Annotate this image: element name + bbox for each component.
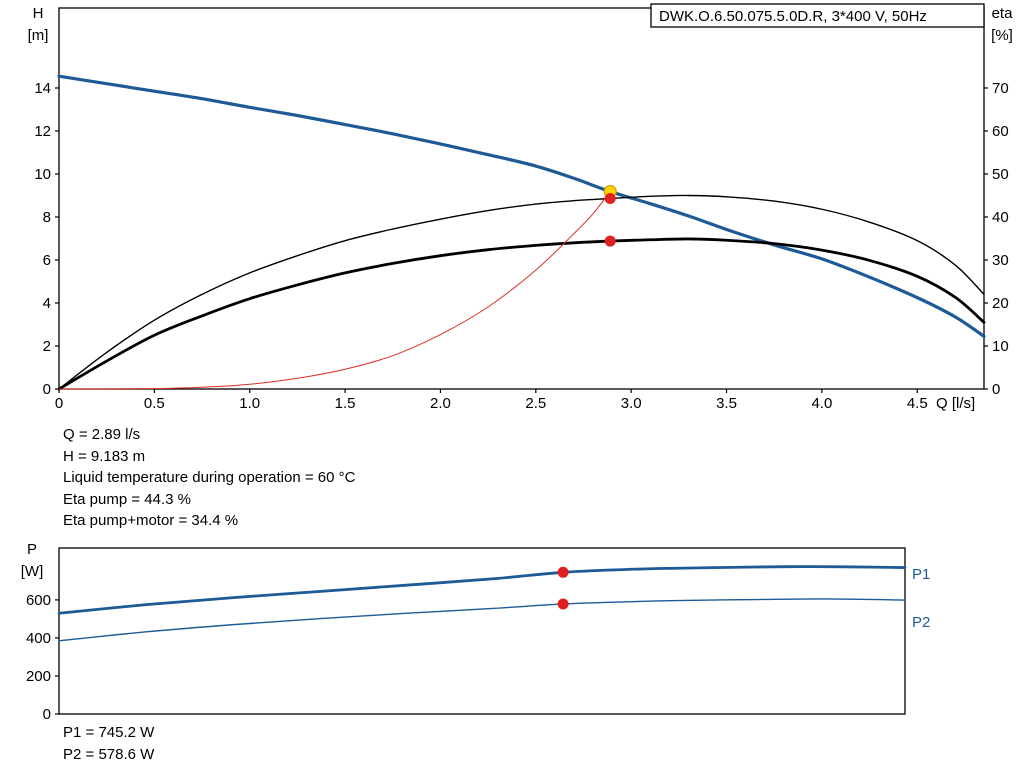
pump-head-curve xyxy=(57,74,986,338)
svg-text:0: 0 xyxy=(55,395,63,412)
p2-curve xyxy=(58,598,906,642)
eta-pump-curve xyxy=(58,194,985,390)
power-values: P1 = 745.2 W P2 = 578.6 W xyxy=(63,722,154,765)
svg-text:600: 600 xyxy=(26,592,51,609)
duty-point-p1 xyxy=(557,566,569,578)
svg-text:4.0: 4.0 xyxy=(811,395,832,412)
svg-text:2.0: 2.0 xyxy=(430,395,451,412)
svg-text:30: 30 xyxy=(992,252,1009,269)
axis-label: [W] xyxy=(21,563,44,580)
svg-text:0.5: 0.5 xyxy=(144,395,165,412)
system-duty-curve xyxy=(58,191,611,390)
p1-curve xyxy=(57,565,907,615)
annotation-head: H = 9.183 m xyxy=(63,447,146,465)
annotation-eta-pump-motor: Eta pump+motor = 34.4 % xyxy=(63,512,239,529)
axis-label: P xyxy=(27,541,37,558)
annotation-p2: P2 = 578.6 W xyxy=(63,745,155,763)
svg-text:10: 10 xyxy=(992,338,1009,355)
axis-label: [m] xyxy=(28,27,49,44)
svg-text:20: 20 xyxy=(992,295,1009,312)
annotation-temperature: Liquid temperature during operation = 60… xyxy=(63,469,356,486)
svg-text:4.5: 4.5 xyxy=(907,395,928,412)
svg-text:4: 4 xyxy=(43,295,51,312)
svg-text:12: 12 xyxy=(34,123,51,140)
svg-text:6: 6 xyxy=(43,252,51,269)
svg-text:3.0: 3.0 xyxy=(621,395,642,412)
annotation-p1: P1 = 745.2 W xyxy=(63,724,155,741)
power-chart: 0 200 400 600 P [W] P1 P2 xyxy=(21,541,931,723)
axis-label: H xyxy=(33,5,44,22)
duty-point-eta-pump xyxy=(604,193,616,204)
svg-text:400: 400 xyxy=(26,630,51,647)
axis-label: P1 xyxy=(912,566,930,583)
svg-text:0: 0 xyxy=(992,381,1000,398)
duty-point-details: Q = 2.89 l/s H = 9.183 m Liquid temperat… xyxy=(63,424,355,532)
annotation-flow: Q = 2.89 l/s xyxy=(63,426,141,443)
svg-text:0: 0 xyxy=(43,381,51,398)
axis-label: [%] xyxy=(991,27,1013,44)
annotation-eta-pump: Eta pump = 44.3 % xyxy=(63,490,191,508)
axis-label: eta xyxy=(992,5,1014,22)
svg-text:14: 14 xyxy=(34,80,51,97)
svg-text:200: 200 xyxy=(26,668,51,685)
svg-text:60: 60 xyxy=(992,123,1009,140)
duty-point-p2 xyxy=(557,598,569,610)
svg-text:2.5: 2.5 xyxy=(525,395,546,412)
svg-text:3.5: 3.5 xyxy=(716,395,737,412)
pump-title-text: DWK.O.6.50.075.5.0D.R, 3*400 V, 50Hz xyxy=(659,8,927,25)
svg-text:0: 0 xyxy=(43,706,51,723)
svg-text:10: 10 xyxy=(34,166,51,183)
pump-title-box xyxy=(650,3,985,28)
svg-text:8: 8 xyxy=(43,209,51,226)
axis-label: Q [l/s] xyxy=(936,395,975,412)
axis-label: P2 xyxy=(912,614,930,631)
svg-text:2: 2 xyxy=(43,338,51,355)
svg-text:1.5: 1.5 xyxy=(335,395,356,412)
svg-text:50: 50 xyxy=(992,166,1009,183)
svg-text:40: 40 xyxy=(992,209,1009,226)
duty-point-eta-pump-motor xyxy=(604,235,616,247)
svg-text:1.0: 1.0 xyxy=(239,395,260,412)
svg-text:70: 70 xyxy=(992,80,1009,97)
eta-pump-motor-curve xyxy=(57,237,986,391)
hq-eta-chart: 0 0.5 1.0 1.5 2.0 2.5 3.0 3.5 4.0 4.5 0 2 4 6 8 10 12 14 0… xyxy=(28,3,1014,412)
